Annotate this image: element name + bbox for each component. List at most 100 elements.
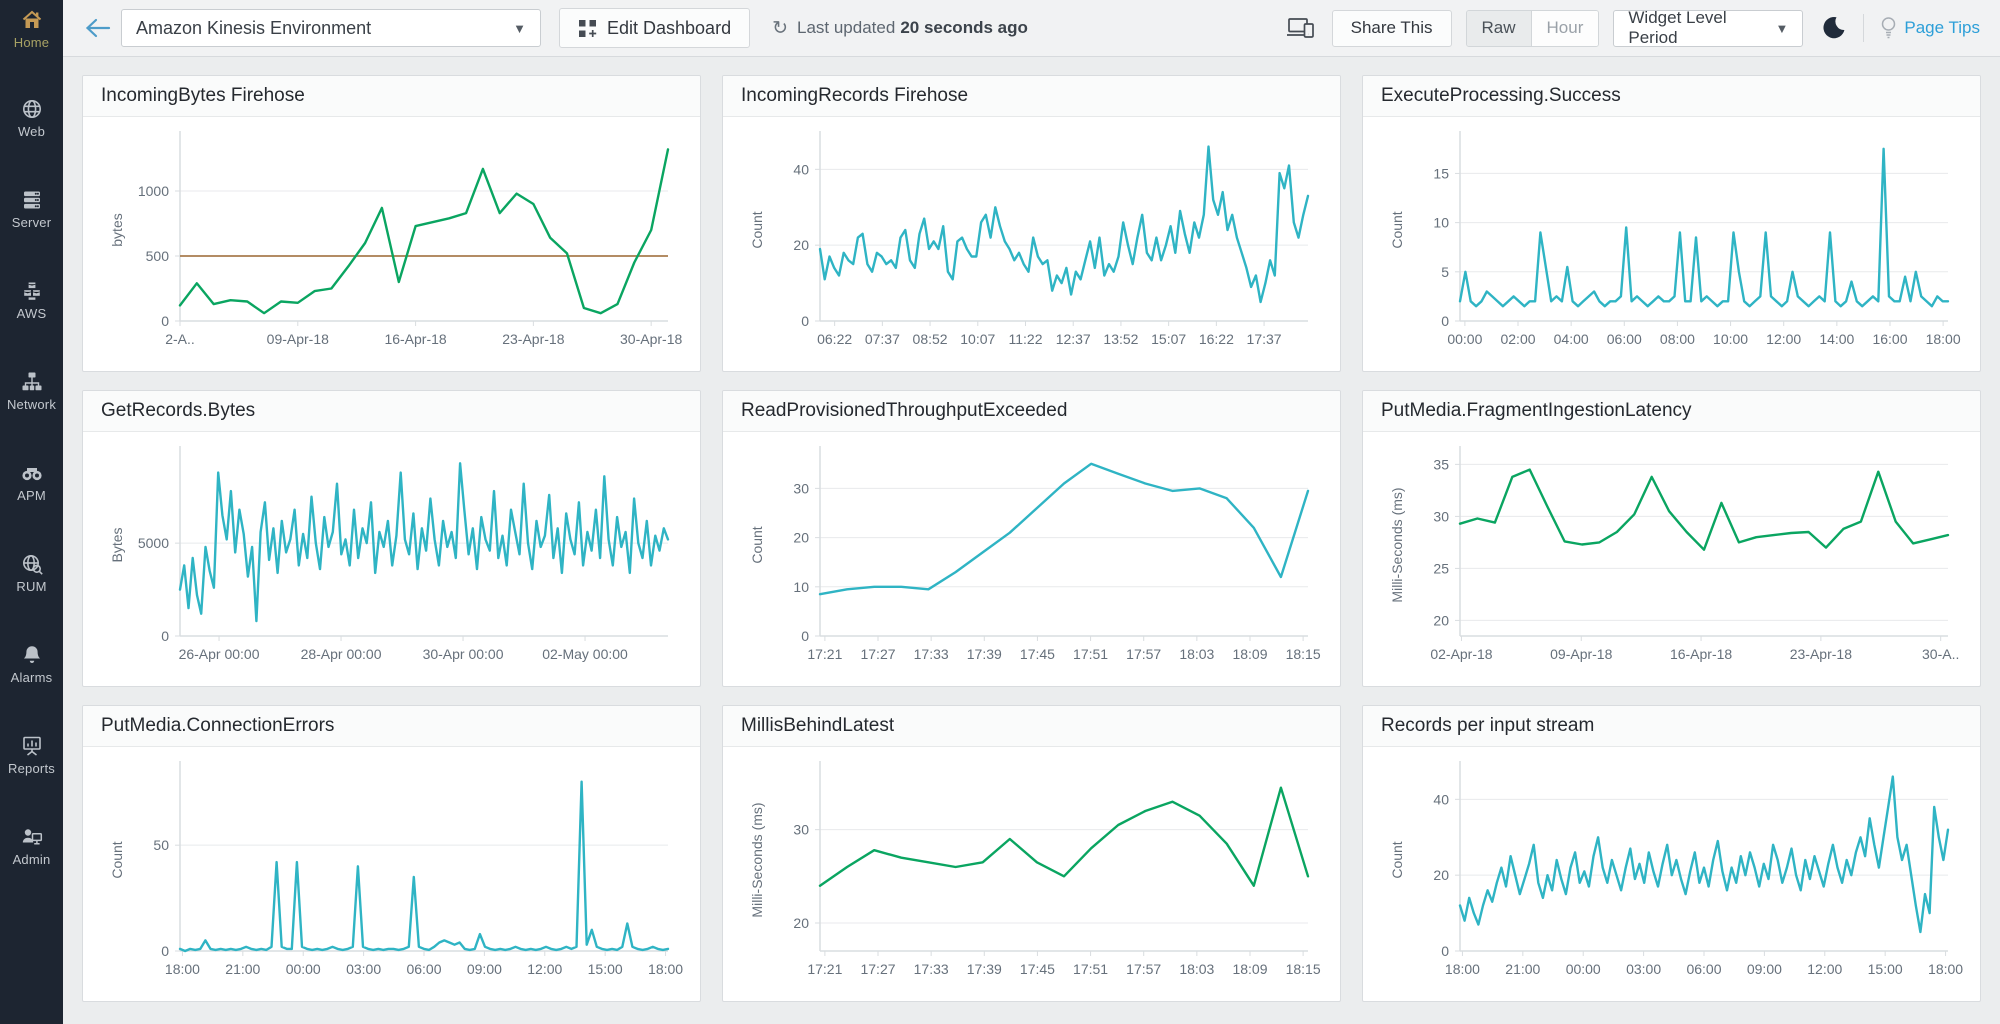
sidebar-item-apm[interactable]: APM — [0, 461, 63, 503]
granularity-toggle: Raw Hour — [1465, 9, 1600, 47]
svg-text:18:00: 18:00 — [648, 961, 683, 977]
chart-canvas-putmedia-fragmentingestionlatency[interactable]: 20 25 30 35 02-Apr-18 09-Apr-18 16-Apr-18 23-Ap… — [1363, 432, 1980, 686]
svg-text:08:52: 08:52 — [912, 331, 947, 347]
svg-text:17:33: 17:33 — [913, 961, 948, 977]
svg-text:18:09: 18:09 — [1232, 961, 1267, 977]
sidebar-item-aws[interactable]: AWS — [0, 279, 63, 321]
devices-icon[interactable] — [1286, 16, 1316, 40]
svg-text:04:00: 04:00 — [1553, 331, 1588, 347]
svg-text:20: 20 — [1433, 612, 1449, 628]
svg-text:02-Apr-18: 02-Apr-18 — [1430, 646, 1492, 662]
svg-text:16-Apr-18: 16-Apr-18 — [1669, 646, 1731, 662]
widget-level-period-select[interactable]: Widget Level Period ▼ — [1613, 8, 1804, 47]
svg-text:0: 0 — [161, 943, 169, 959]
last-updated-prefix: Last updated — [797, 18, 896, 37]
chart-canvas-putmedia-connectionerrors[interactable]: 0 50 18:00 21:00 00:00 03:00 06:00 09:00 12:00 15… — [83, 747, 700, 1001]
sidebar-item-rum[interactable]: RUM — [0, 552, 63, 594]
apm-icon — [21, 468, 42, 481]
chart-canvas-incomingrecords-firehose[interactable]: 0 20 40 06:22 07:37 08:52 10:07 11:22 12:37 13:52… — [723, 117, 1340, 371]
svg-text:12:00: 12:00 — [527, 961, 562, 977]
svg-text:18:03: 18:03 — [1179, 961, 1214, 977]
dark-mode-moon-icon[interactable] — [1821, 15, 1847, 41]
svg-text:10: 10 — [793, 579, 809, 595]
sidebar-item-label: Web — [17, 124, 46, 139]
last-updated-value: 20 seconds ago — [900, 18, 1028, 37]
svg-text:23-Apr-18: 23-Apr-18 — [1789, 646, 1851, 662]
web-icon — [22, 100, 41, 118]
svg-text:20: 20 — [793, 530, 809, 546]
svg-text:10:00: 10:00 — [1713, 331, 1748, 347]
chart-canvas-millisbehindlatest[interactable]: 20 30 17:21 17:27 17:33 17:39 17:45 17:51 17:57 1… — [723, 747, 1340, 1001]
widget-incomingrecords-firehose: IncomingRecords Firehose 0 20 40 06:22 07:37… — [722, 75, 1341, 372]
widget-header: IncomingRecords Firehose — [723, 76, 1340, 117]
chart-canvas-records-per-input-stream[interactable]: 0 20 40 18:00 21:00 00:00 03:00 06:00 09:00 12:00… — [1363, 747, 1980, 1001]
svg-text:0: 0 — [1441, 943, 1449, 959]
sidebar-item-network[interactable]: Network — [0, 370, 63, 412]
sidebar-item-label: Admin — [12, 852, 51, 867]
granularity-option-raw[interactable]: Raw — [1466, 10, 1532, 46]
sidebar-item-alarms[interactable]: Alarms — [0, 643, 63, 685]
svg-text:00:00: 00:00 — [1565, 961, 1600, 977]
svg-text:10:07: 10:07 — [960, 331, 995, 347]
svg-text:17:45: 17:45 — [1019, 961, 1054, 977]
aws-icon — [23, 282, 40, 300]
granularity-option-hour[interactable]: Hour — [1531, 10, 1599, 46]
page-tips-label: Page Tips — [1904, 18, 1980, 37]
widget-header: GetRecords.Bytes — [83, 391, 700, 432]
chart-canvas-executeprocessing-success[interactable]: 0 5 10 15 00:00 02:00 04:00 06:00 08:00 10:00 12:0… — [1363, 117, 1980, 371]
svg-text:16:00: 16:00 — [1872, 331, 1907, 347]
reports-icon — [22, 736, 41, 756]
sidebar-item-home[interactable]: Home — [0, 8, 63, 50]
sidebar-item-server[interactable]: Server — [0, 188, 63, 230]
svg-text:18:00: 18:00 — [164, 961, 199, 977]
svg-text:bytes: bytes — [109, 213, 125, 246]
sidebar-item-label: Server — [11, 215, 52, 230]
chart-canvas-incomingbytes-firehose[interactable]: 0 500 1000 2-A.. 09-Apr-18 16-Apr-18 23-Apr-18… — [83, 117, 700, 371]
svg-text:09:00: 09:00 — [1746, 961, 1781, 977]
chevron-down-icon: ▼ — [1775, 20, 1789, 36]
widget-header: PutMedia.ConnectionErrors — [83, 706, 700, 747]
widget-title: GetRecords.Bytes — [101, 400, 256, 421]
sidebar-item-label: AWS — [16, 306, 47, 321]
svg-text:20: 20 — [1433, 867, 1449, 883]
svg-text:17:51: 17:51 — [1073, 961, 1108, 977]
widget-title: MillisBehindLatest — [741, 715, 895, 736]
chart-canvas-getrecords-bytes[interactable]: 0 5000 26-Apr 00:00 28-Apr 00:00 30-Apr 00:0… — [83, 432, 700, 686]
svg-text:17:39: 17:39 — [966, 961, 1001, 977]
dashboard-select[interactable]: Amazon Kinesis Environment ▼ — [121, 9, 541, 47]
widget-header: PutMedia.FragmentIngestionLatency — [1363, 391, 1980, 432]
share-this-button[interactable]: Share This — [1331, 9, 1452, 47]
chart-canvas-readprovisionedthroughputexceeded[interactable]: 0 10 20 30 17:21 17:27 17:33 17:39 17:45 17:51 17:… — [723, 432, 1340, 686]
svg-text:30: 30 — [1433, 508, 1449, 524]
svg-text:Count: Count — [1389, 211, 1405, 248]
svg-text:17:37: 17:37 — [1246, 331, 1281, 347]
sidebar-item-web[interactable]: Web — [0, 97, 63, 139]
edit-dashboard-icon — [579, 19, 597, 37]
svg-text:18:15: 18:15 — [1285, 646, 1320, 662]
sidebar-item-admin[interactable]: Admin — [0, 825, 63, 867]
svg-text:07:37: 07:37 — [864, 331, 899, 347]
widget-title: PutMedia.ConnectionErrors — [101, 715, 335, 736]
widget-title: ExecuteProcessing.Success — [1381, 85, 1621, 106]
svg-text:02-May 00:00: 02-May 00:00 — [542, 646, 628, 662]
svg-text:15: 15 — [1433, 165, 1449, 181]
rum-icon — [22, 555, 43, 575]
home-icon — [22, 10, 41, 28]
svg-text:15:00: 15:00 — [587, 961, 622, 977]
back-arrow-icon[interactable] — [83, 15, 113, 41]
svg-text:18:00: 18:00 — [1925, 331, 1960, 347]
sidebar-item-label: RUM — [16, 579, 47, 594]
sidebar-item-reports[interactable]: Reports — [0, 734, 63, 776]
svg-text:17:21: 17:21 — [807, 646, 842, 662]
widget-title: PutMedia.FragmentIngestionLatency — [1381, 400, 1692, 421]
svg-text:17:21: 17:21 — [807, 961, 842, 977]
edit-dashboard-button[interactable]: Edit Dashboard — [559, 8, 751, 48]
widget-records-per-input-stream: Records per input stream 0 20 40 18:00 21:00… — [1362, 705, 1981, 1002]
refresh-icon[interactable]: ↻ — [772, 17, 788, 39]
svg-text:09-Apr-18: 09-Apr-18 — [1550, 646, 1612, 662]
page-tips[interactable]: Page Tips — [1880, 16, 1980, 40]
sidebar-item-label: Alarms — [10, 670, 53, 685]
svg-text:15:00: 15:00 — [1867, 961, 1902, 977]
divider — [1863, 14, 1865, 42]
widget-title: IncomingBytes Firehose — [101, 85, 305, 106]
